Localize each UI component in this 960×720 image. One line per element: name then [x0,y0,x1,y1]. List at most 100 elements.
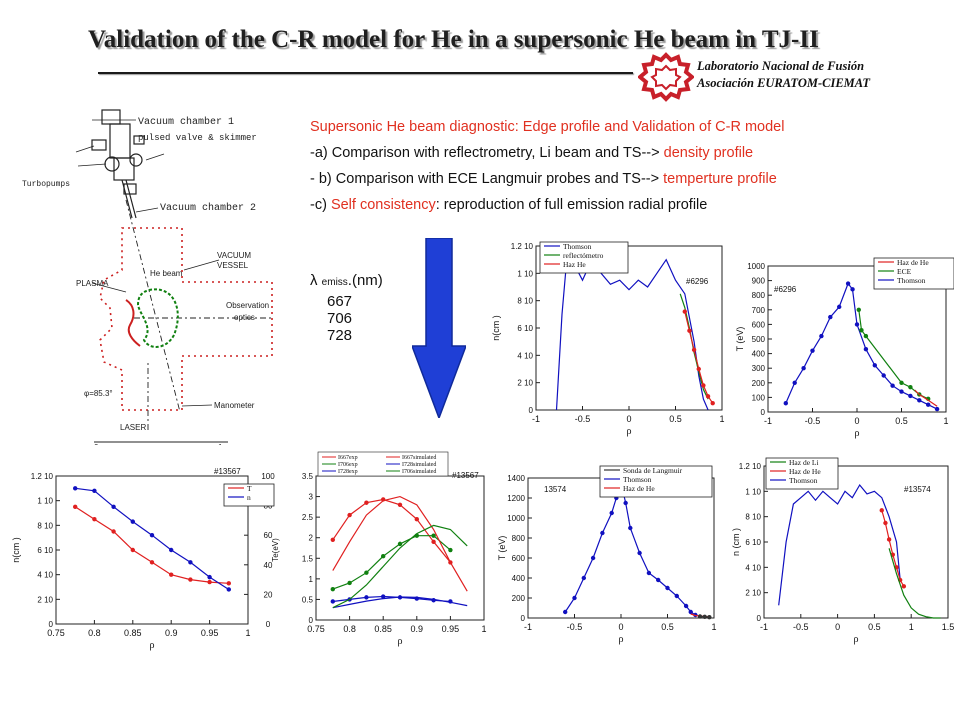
data-point-thomson [850,287,855,292]
y-tick-label: 1.2 10 [739,462,762,471]
data-point-n [130,519,135,524]
lab-name: Laboratorio Nacional de Fusión Asociació… [697,58,870,92]
wavelength-706: 706 [327,310,353,327]
data-point-haz-de-he [879,508,884,513]
data-point-haz-he [682,309,687,314]
data-point-t [92,516,97,522]
data-point-i667exp [330,537,335,542]
x-tick-label: 1 [481,624,486,634]
y-tick-label: 6 10 [517,324,533,333]
data-point-thomson [646,570,652,576]
y-tick-label: 1 [309,575,314,584]
data-point-thomson [828,314,833,320]
plot-frame [527,477,715,619]
y-tick-label: 4 10 [517,351,533,360]
series-line-thomson [778,483,901,606]
x-tick-label: 1 [909,622,914,632]
y2-tick-label: 20 [264,590,273,599]
data-point-thomson [563,609,568,615]
data-point-haz-he [687,328,692,333]
x-tick-label: 0.8 [343,624,356,634]
legend-label-ece: ECE [897,267,912,276]
legend-label-i667exp: I667exp [338,455,358,461]
y-tick-label: 3.5 [302,472,314,481]
wavelength-667: 667 [327,293,353,310]
bullet-3-tail: : reproduction of full emission radial p… [435,197,708,213]
y2-tick-label: 100 [261,472,275,481]
x-tick-label: 0.75 [307,624,325,634]
data-point-t [111,529,116,534]
legend-label-haz-he: Haz He [563,260,586,269]
plot-frame [55,475,249,625]
legend-box [765,457,839,490]
slide-title: Validation of the C-R model for He in a … [88,26,819,53]
y2-tick-label: 60 [264,531,273,540]
chart-temperature-13574: -1 -0.5 0 0.5 1 0 200 400 600 800 1000 1200 1400 ρ T (… [497,465,717,645]
y-tick-label: 1000 [747,262,765,271]
series-line-i667simulated [332,495,468,592]
y-tick-label: 4 10 [745,563,761,572]
bullet-0: Supersonic He beam diagnostic: Edge prof… [310,119,785,135]
lab-name-line1: Laboratorio Nacional de Fusión [697,59,865,73]
y-tick-label: 1400 [507,474,525,483]
series-line-haz-de-li [888,548,941,619]
bullet-1-highlight: density profile [663,145,754,161]
legend-box [599,465,713,498]
data-point-ece [863,333,869,339]
data-point-thomson [674,593,679,599]
data-point-n [207,574,212,580]
data-point-haz-he [710,400,715,406]
label-vessel-2: VESSEL [217,261,249,270]
data-point-t [73,504,78,510]
data-point-n [169,547,174,553]
data-point-thomson [623,500,628,506]
y-tick-label: 0 [309,616,314,625]
bullet-3-highlight: Self consistency [330,197,436,213]
legend-label-i706exp: I706exp [338,462,358,468]
chart-emission-13567: 0.75 0.8 0.85 0.9 0.95 1 0 0.5 1 1.5 2 2.5 3 3.5 ρ I667… [302,451,487,647]
legend-label-i667simulated: I667simulated [402,455,436,461]
x-tick-label: 0.9 [165,628,178,638]
label-vacuum-chamber-1: Vacuum chamber 1 [138,116,234,128]
y-tick-label: 2 10 [745,589,761,598]
x-tick-label: 0.5 [868,622,881,632]
y-tick-label: 800 [512,534,526,543]
label-laser: LASER [120,423,146,432]
x-tick-label: 0.5 [895,416,908,426]
y-tick-label: 8 10 [517,297,533,306]
data-point-i706exp [431,533,436,538]
data-point-i706exp [448,547,453,553]
chart-density-13574: -1 -0.5 0 0.5 1 1.5 0 2 10 4 10 6 10 8 10 1 10 1.2 1… [731,457,954,645]
label-optics: optics [234,313,255,322]
data-point-thomson [801,366,806,371]
chart-temperature-6296: -1 -0.5 0 0.5 1 0 100 200 300 400 500 600 700 800 900 1… [735,257,954,439]
y-tick-label: 0 [49,620,54,629]
y-tick-label: 1.2 10 [511,242,534,251]
beam-line [125,199,181,413]
y-tick-label: 300 [752,364,766,373]
y-tick-label: 400 [512,574,526,583]
legend-label-sonda-de-langmuir: Sonda de Langmuir [623,466,683,475]
label-vessel-1: VACUUM [217,251,251,260]
bullet-2-text: - b) Comparison with ECE Langmuir probes… [310,171,664,187]
label-scale-0: 0 [94,443,99,445]
lambda-unit: .(nm) [347,272,383,289]
legend-label-haz-de-he: Haz de He [623,484,655,493]
y-axis-label: n(cm ) [11,537,21,563]
lambda-subscript: emiss [321,277,348,288]
data-point-thomson [810,348,815,353]
legend-label-thomson: Thomson [623,475,652,484]
y-tick-label: 4 10 [37,571,53,580]
legend-box [223,483,275,507]
y-tick-label: 1200 [507,494,525,503]
y-axis-label: T (eV) [497,536,507,561]
shot-number-label: #6296 [686,277,709,286]
data-point-i667exp [397,502,403,507]
legend-label-reflect-metro: reflectómetro [563,251,604,260]
series-line-i728exp [332,595,451,603]
legend-label-i728simulated: I728simulated [402,462,436,468]
x-tick-label: 1 [943,416,948,426]
x-tick-label: -1 [532,414,540,424]
data-point-ece [856,307,861,312]
legend-box [873,257,954,290]
